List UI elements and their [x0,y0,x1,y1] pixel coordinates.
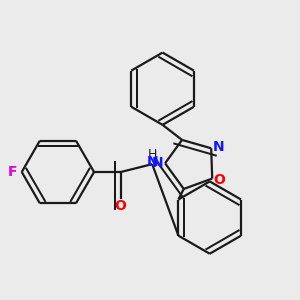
Text: N: N [146,154,158,169]
Text: H: H [148,148,157,161]
Text: O: O [115,199,126,213]
Text: N: N [213,140,225,154]
Text: F: F [8,165,18,179]
Text: O: O [213,173,225,187]
Text: N: N [152,156,163,170]
